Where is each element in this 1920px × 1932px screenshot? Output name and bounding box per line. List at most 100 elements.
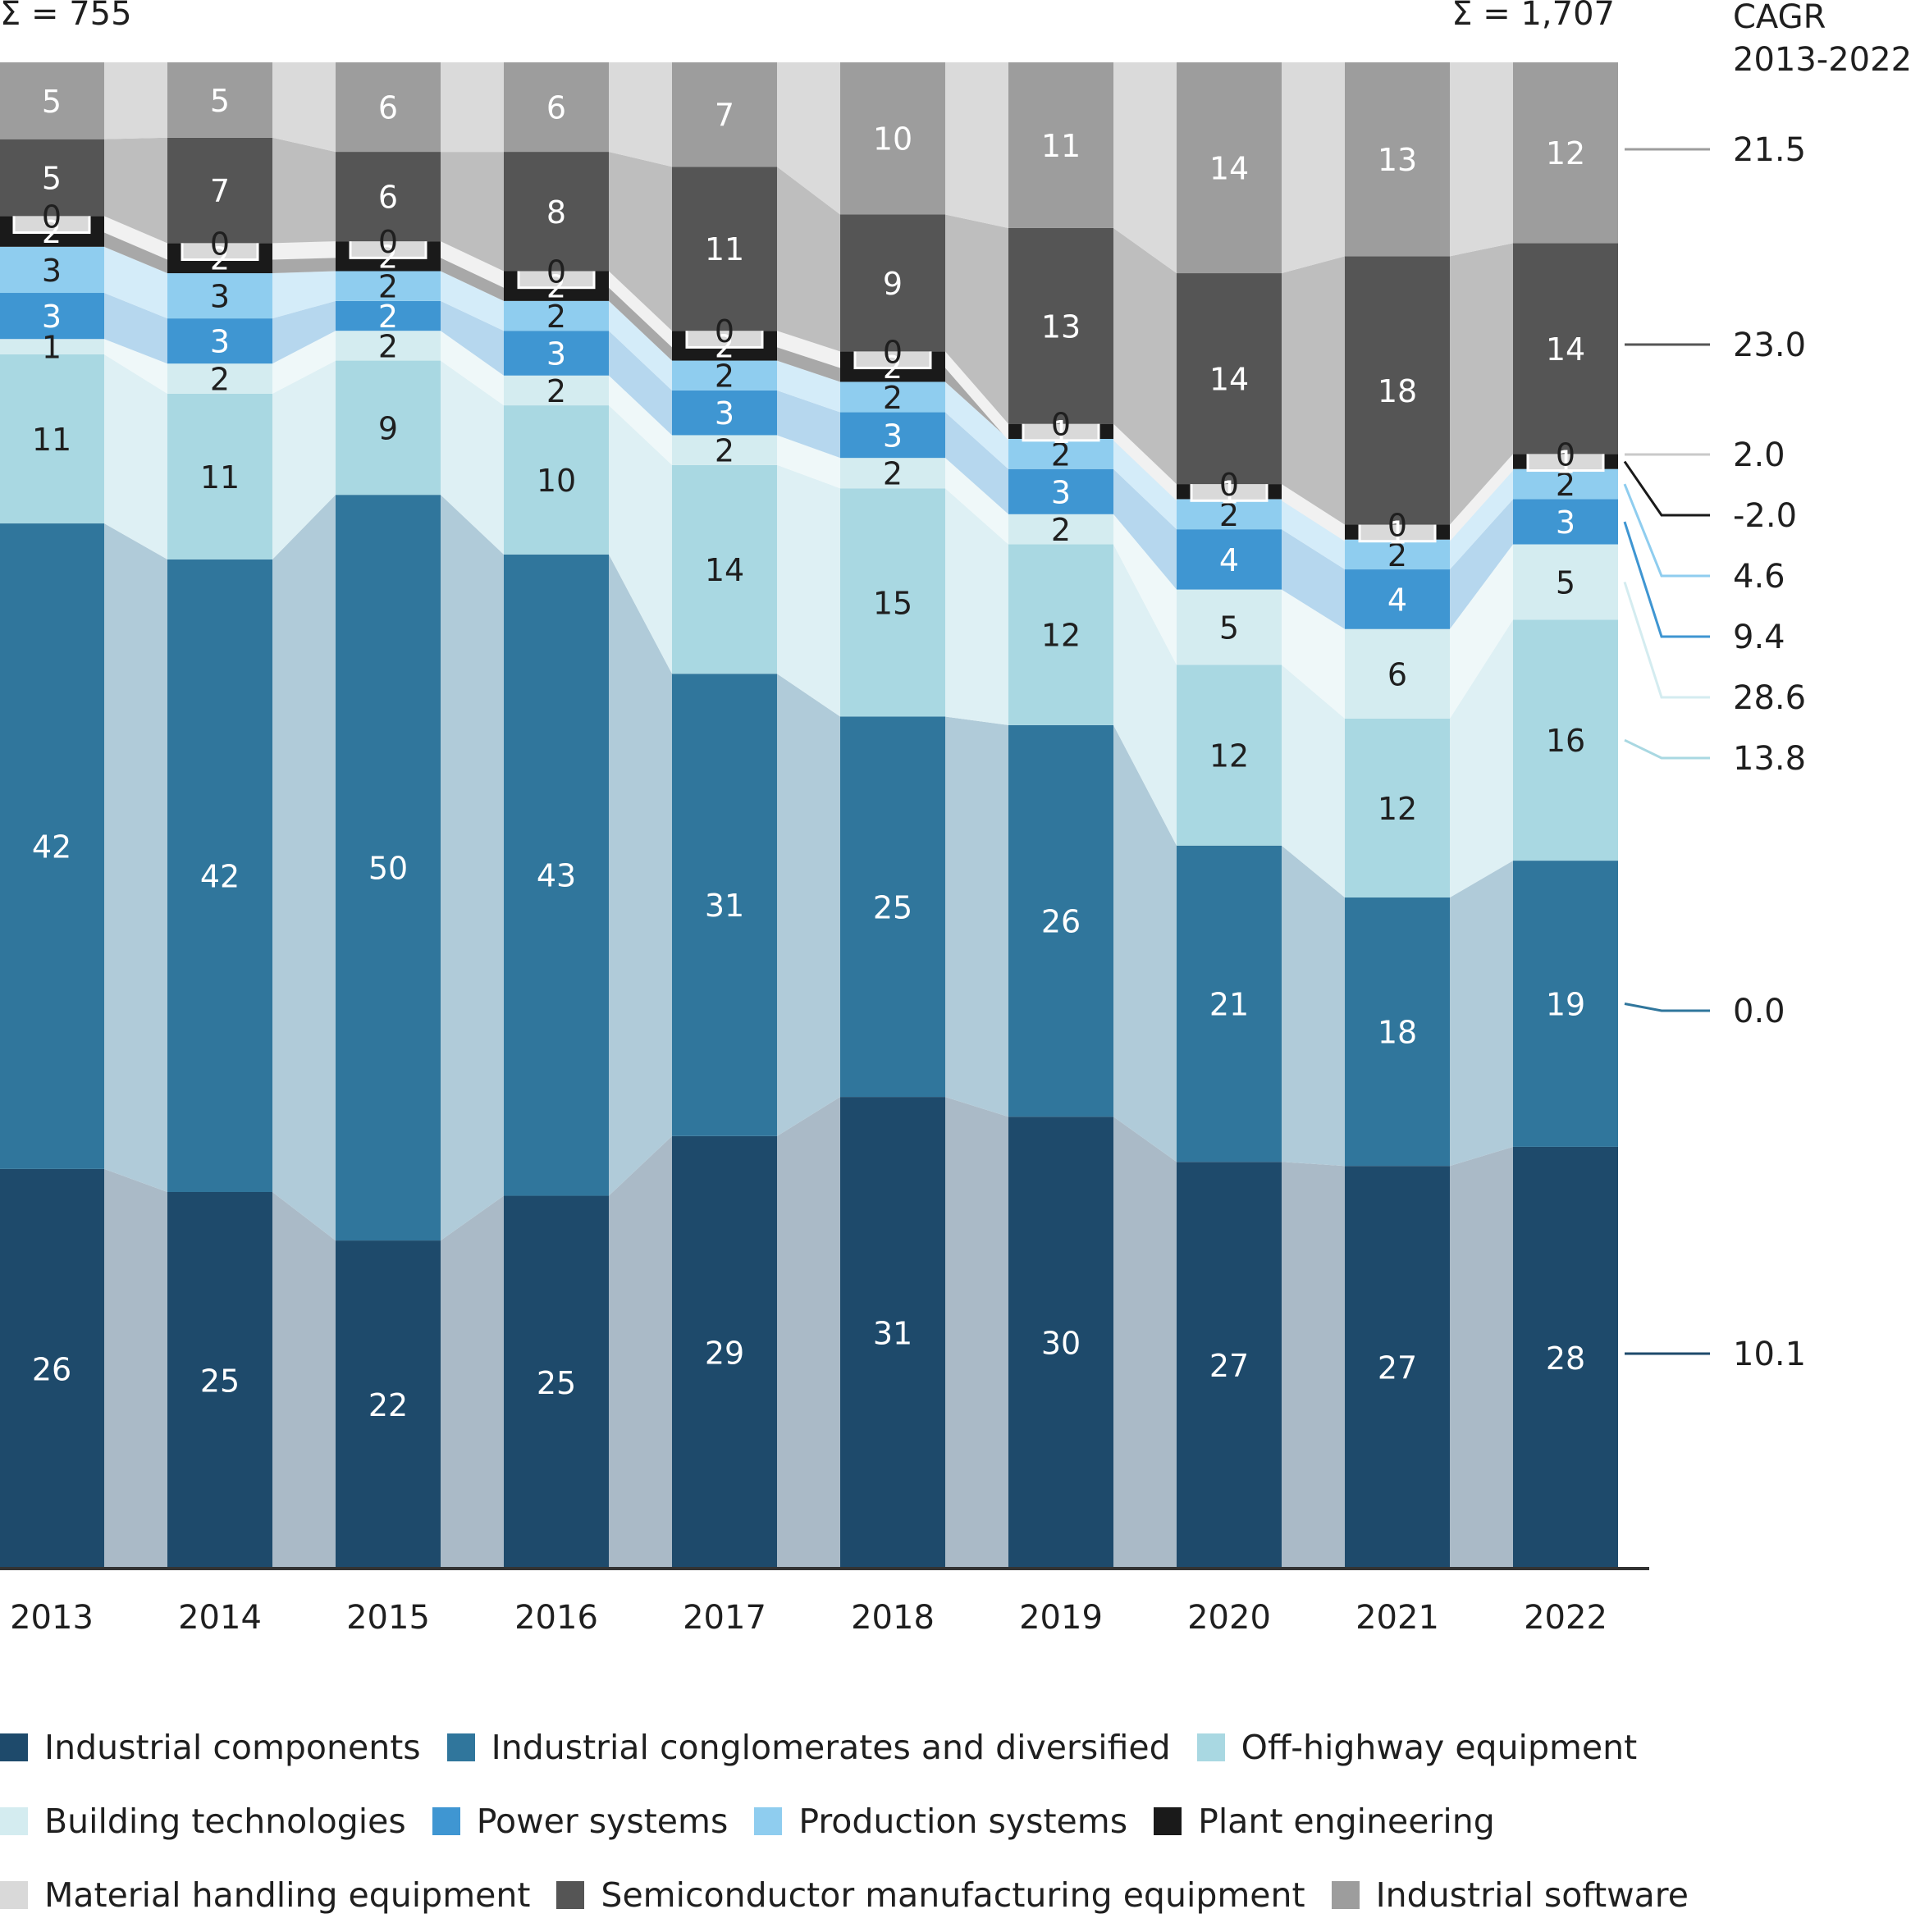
legend-label: Building technologies: [44, 1802, 406, 1841]
stacked-bar-chart: 2642111332055254211233207522509222206625…: [0, 0, 1912, 1637]
x-tick-label-2014: 2014: [178, 1599, 262, 1637]
band-power-systems-2018: [945, 412, 1008, 514]
band-industrial-software-2017: [777, 62, 840, 215]
band-power-systems-2016: [609, 331, 672, 436]
bar-semiconductor-manufacturing-equipment-2013: [0, 139, 104, 217]
bar-building-technologies-2013: [0, 339, 104, 354]
value-label-power-systems-2017: 3: [715, 395, 734, 432]
bar-production-systems-2021: [1345, 539, 1450, 570]
value-label-production-systems-2013: 3: [42, 253, 62, 289]
total-last-label: Σ = 1,707: [1451, 0, 1615, 33]
band-production-systems-2016: [609, 300, 672, 391]
value-label-plant-engineering-2020: 1: [1219, 474, 1239, 510]
cagr-leader-off-highway-equipment: [1624, 738, 1710, 760]
value-label-building-technologies-2019: 2: [1051, 512, 1071, 548]
bar-industrial-software-2014: [167, 62, 272, 138]
bar-power-systems-2022: [1513, 499, 1618, 545]
legend-swatch: [1331, 1881, 1360, 1909]
band-production-systems-2017: [777, 360, 840, 413]
value-label-plant-engineering-2017: 2: [715, 328, 734, 364]
band-industrial-software-2019: [1113, 62, 1177, 274]
legend-item-production-systems: Production systems: [754, 1802, 1127, 1841]
bar-semiconductor-manufacturing-equipment-2015: [336, 152, 441, 242]
value-label-material-handling-equipment-2021: 0: [1387, 508, 1407, 544]
bar-power-systems-2018: [840, 412, 945, 459]
value-label-power-systems-2016: 3: [546, 336, 566, 372]
value-label-plant-engineering-2018: 2: [883, 349, 903, 386]
cagr-value-power-systems: 9.4: [1733, 619, 1785, 656]
x-tick-label-2022: 2022: [1524, 1599, 1607, 1637]
value-label-industrial-software-2018: 10: [873, 121, 912, 158]
bar-off-highway-equipment-2015: [336, 360, 441, 496]
value-label-industrial-conglomerates-and-diversified-2021: 18: [1378, 1015, 1417, 1051]
band-off-highway-equipment-2014: [272, 360, 336, 560]
band-off-highway-equipment-2016: [609, 405, 672, 674]
band-building-technologies-2021: [1450, 544, 1513, 719]
band-production-systems-2013: [104, 246, 167, 319]
value-label-power-systems-2018: 3: [883, 418, 903, 454]
band-off-highway-equipment-2018: [945, 488, 1008, 725]
x-axis-tick-labels: 2013 2014 2015 2016 2017 2018 2019 2020 2021 2022: [10, 1599, 1607, 1637]
value-label-off-highway-equipment-2020: 12: [1209, 738, 1249, 774]
band-power-systems-2013: [104, 293, 167, 364]
band-off-highway-equipment-2013: [104, 354, 167, 560]
legend-item-building-technologies: Building technologies: [0, 1802, 406, 1841]
bar-off-highway-equipment-2022: [1513, 619, 1618, 861]
bar-production-systems-2020: [1177, 499, 1282, 530]
value-label-semiconductor-manufacturing-equipment-2013: 5: [42, 161, 62, 197]
bar-industrial-components-2016: [504, 1195, 609, 1569]
band-industrial-conglomerates-and-diversified-2016: [609, 554, 672, 1196]
value-label-industrial-conglomerates-and-diversified-2014: 42: [200, 858, 240, 894]
bar-semiconductor-manufacturing-equipment-2016: [504, 152, 609, 272]
legend-swatch: [0, 1807, 28, 1835]
x-tick-label-2017: 2017: [683, 1599, 766, 1637]
band-production-systems-2019: [1113, 439, 1177, 530]
value-label-semiconductor-manufacturing-equipment-2016: 8: [546, 194, 566, 231]
value-label-production-systems-2017: 2: [715, 359, 734, 395]
cagr-value-production-systems: 4.6: [1733, 558, 1785, 596]
cagr-header-line1: CAGR: [1733, 0, 1826, 36]
value-label-off-highway-equipment-2017: 14: [705, 552, 744, 588]
band-industrial-components-2018: [945, 1097, 1008, 1569]
legend-row: Industrial components Industrial conglome…: [0, 1710, 1920, 1784]
value-label-production-systems-2014: 3: [210, 279, 230, 315]
legend-label: Off-highway equipment: [1241, 1728, 1638, 1767]
band-industrial-components-2013: [104, 1168, 167, 1569]
value-label-material-handling-equipment-2014: 0: [210, 226, 230, 262]
value-label-semiconductor-manufacturing-equipment-2018: 9: [883, 266, 903, 302]
bars: [0, 62, 1618, 1569]
bar-industrial-software-2018: [840, 62, 945, 215]
legend-label: Industrial components: [44, 1728, 421, 1767]
value-label-power-systems-2015: 2: [378, 299, 398, 335]
value-label-industrial-software-2016: 6: [546, 90, 566, 126]
value-label-off-highway-equipment-2014: 11: [200, 459, 240, 496]
band-semiconductor-manufacturing-equipment-2017: [777, 167, 840, 352]
value-label-industrial-components-2020: 27: [1209, 1348, 1249, 1384]
cagr-value-off-highway-equipment: 13.8: [1733, 740, 1806, 778]
bar-industrial-components-2014: [167, 1192, 272, 1569]
bar-building-technologies-2018: [840, 458, 945, 489]
band-power-systems-2014: [272, 300, 336, 364]
bar-semiconductor-manufacturing-equipment-2022: [1513, 243, 1618, 454]
value-label-industrial-components-2022: 28: [1546, 1341, 1585, 1377]
band-industrial-software-2020: [1282, 62, 1345, 274]
bar-industrial-software-2015: [336, 62, 441, 153]
band-building-technologies-2014: [272, 331, 336, 394]
bar-industrial-conglomerates-and-diversified-2017: [672, 674, 777, 1136]
bar-industrial-software-2020: [1177, 62, 1282, 274]
bar-industrial-conglomerates-and-diversified-2014: [167, 559, 272, 1192]
value-label-production-systems-2020: 2: [1219, 497, 1239, 533]
value-label-industrial-software-2019: 11: [1041, 128, 1081, 164]
band-industrial-components-2014: [272, 1192, 336, 1569]
legend-item-industrial-components: Industrial components: [0, 1728, 421, 1767]
value-label-semiconductor-manufacturing-equipment-2020: 14: [1209, 362, 1249, 398]
legend-swatch: [432, 1807, 460, 1835]
bar-production-systems-2022: [1513, 468, 1618, 500]
band-semiconductor-manufacturing-equipment-2020: [1282, 256, 1345, 525]
bar-production-systems-2014: [167, 273, 272, 319]
band-production-systems-2015: [441, 271, 504, 331]
value-label-material-handling-equipment-2019: 0: [1051, 407, 1071, 443]
value-label-material-handling-equipment-2018: 0: [883, 334, 903, 370]
bar-building-technologies-2014: [167, 363, 272, 394]
bar-building-technologies-2016: [504, 375, 609, 406]
